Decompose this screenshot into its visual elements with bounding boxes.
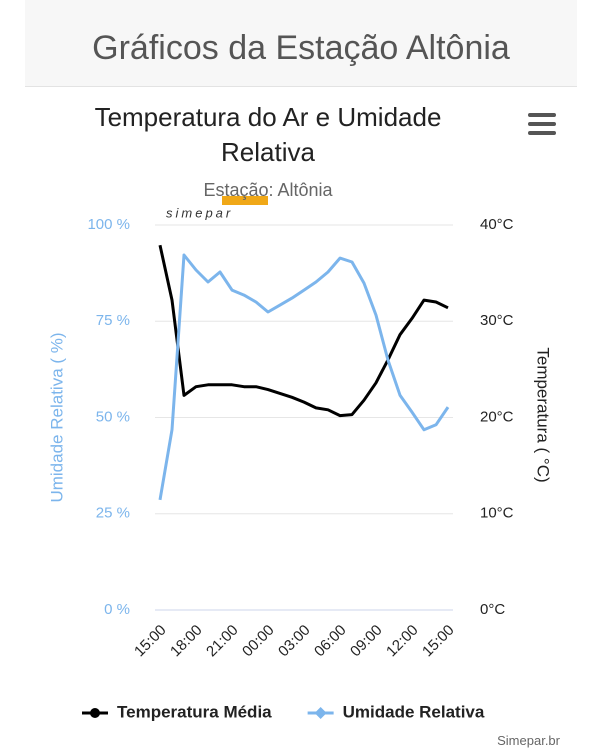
x-tick-label: 00:00 [239,622,278,661]
series-line [158,244,449,418]
credits: Simepar.br [497,733,560,748]
x-tick-label: 12:00 [383,622,422,661]
legend-marker [314,707,327,719]
y2-tick-label: 0°C [480,601,505,618]
page-header: Gráficos da Estação Altônia [25,0,577,87]
x-tick-label: 15:00 [131,622,170,661]
menu-bar[interactable] [528,122,556,126]
x-tick-label: 09:00 [347,622,386,661]
y2-tick-label: 40°C [480,216,514,233]
y-tick-label: 50 % [96,408,130,425]
chart-subtitle: Estação: Altônia [203,180,333,200]
y-tick-label: 75 % [96,312,130,329]
x-tick-label: 21:00 [203,622,242,661]
series-line [158,253,450,501]
x-tick-label: 15:00 [419,622,458,661]
y-tick-label: 25 % [96,505,130,522]
x-tick-label: 18:00 [167,622,206,661]
y-tick-label: 0 % [104,601,130,618]
chart-title: Temperatura do Ar e Umidade Relativa [94,102,442,167]
y2-axis-title: Temperatura ( °C) [534,347,553,482]
y-axis-title: Umidade Relativa ( %) [47,332,66,502]
legend-label[interactable]: Umidade Relativa [343,702,485,721]
legend-label[interactable]: Temperatura Média [117,702,272,721]
logo: simepar [166,205,233,220]
menu-bar[interactable] [528,131,556,135]
menu-button[interactable] [528,113,556,135]
x-tick-label: 03:00 [275,622,314,661]
legend-marker [90,708,100,718]
x-tick-label: 06:00 [311,622,350,661]
y-tick-label: 100 % [87,216,130,233]
y2-tick-label: 10°C [480,505,514,522]
menu-bar[interactable] [528,113,556,117]
logo-shape [222,196,268,205]
y2-tick-label: 30°C [480,312,514,329]
y2-tick-label: 20°C [480,408,514,425]
